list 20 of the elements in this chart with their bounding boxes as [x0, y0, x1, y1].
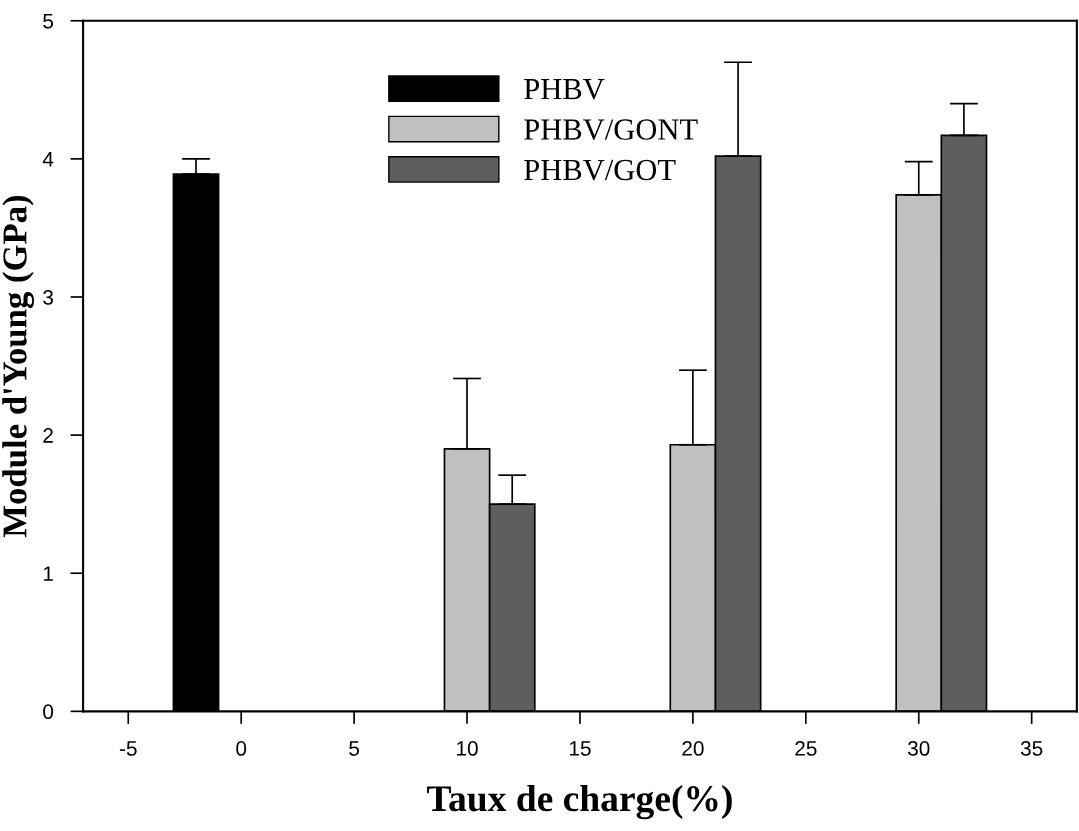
legend-label: PHBV	[524, 79, 605, 100]
y-axis-title: Module d'Young (GPa)	[2, 195, 34, 538]
x-tick-label: 30	[907, 741, 930, 756]
legend-label: PHBV/GONT	[524, 119, 698, 141]
x-tick-label: 35	[1020, 741, 1043, 756]
y-tick-label: 5	[43, 13, 54, 29]
x-tick-label: 0	[236, 741, 247, 756]
y-tick-label: 1	[43, 566, 53, 581]
x-tick-label: -5	[119, 741, 137, 756]
x-tick-label: 25	[795, 741, 817, 756]
y-tick-label: 4	[42, 152, 54, 167]
legend-label: PHBV/GOT	[524, 159, 676, 181]
y-tick-label: 2	[43, 428, 53, 443]
x-tick-label: 20	[682, 741, 704, 756]
x-tick-label: 15	[569, 741, 591, 756]
x-tick-label: 10	[457, 741, 478, 756]
y-tick-label: 3	[43, 290, 53, 305]
x-axis-title: Taux de charge(%)	[427, 784, 732, 820]
y-tick-label: 0	[43, 704, 54, 720]
x-tick-label: 5	[349, 741, 360, 756]
